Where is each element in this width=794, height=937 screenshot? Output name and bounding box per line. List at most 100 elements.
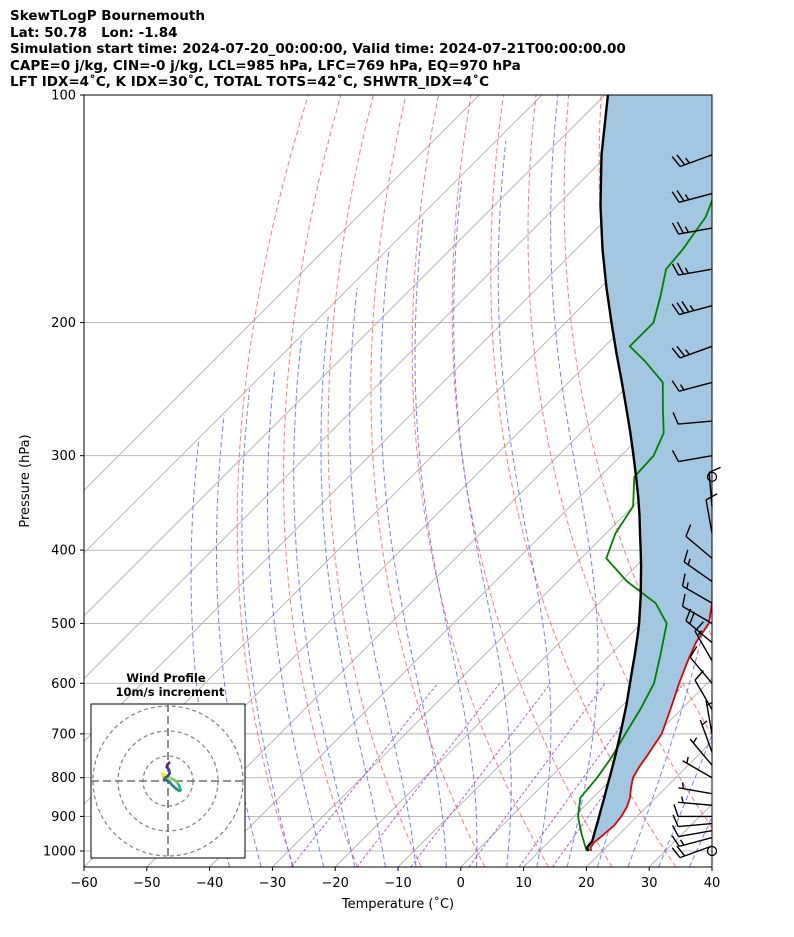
- isotherm-line: [334, 489, 712, 867]
- stability-indices-2: LFT IDX=4˚C, K IDX=30˚C, TOTAL TOTS=42˚C…: [10, 74, 490, 90]
- wind-barb: [671, 301, 713, 316]
- barb-feather-half: [681, 782, 685, 789]
- moist-adiabat: [380, 249, 447, 867]
- barb-shaft: [699, 719, 713, 753]
- wind-barb: [671, 825, 713, 838]
- barb-feather-full: [676, 262, 685, 275]
- barb-feather-full: [676, 302, 685, 314]
- barb-feather-full: [671, 380, 680, 392]
- y-tick-label: 200: [51, 316, 76, 331]
- moist-adiabat: [453, 181, 512, 867]
- dry-adiabat: [370, 95, 486, 867]
- barb-feather-full: [672, 412, 679, 425]
- wind-barb: [671, 221, 713, 235]
- barb-feather-full: [681, 301, 690, 313]
- parcel-profile-line: [585, 95, 643, 852]
- barb-feather-half: [701, 720, 708, 726]
- x-tick-label: −30: [259, 876, 286, 891]
- inset-title-line1: Wind Profile: [126, 671, 206, 685]
- temperature-line: [589, 597, 712, 852]
- wind-barb: [682, 756, 713, 779]
- wind-barb: [699, 719, 713, 753]
- wind-barb: [671, 262, 713, 276]
- barb-feather-full: [671, 825, 680, 837]
- barb-feather-full: [689, 646, 698, 658]
- wind-barb: [672, 814, 713, 828]
- barb-feather-full: [708, 466, 721, 474]
- barb-feather-full: [671, 222, 680, 235]
- barb-feather-half: [684, 226, 689, 233]
- profile-lines: [577, 95, 712, 852]
- barb-shaft: [678, 268, 713, 276]
- mixing-ratio-line: [356, 682, 501, 867]
- x-tick-label: −20: [321, 876, 348, 891]
- wind-barb: [671, 835, 713, 848]
- y-tick-label: 900: [51, 810, 76, 825]
- barb-shaft: [679, 845, 713, 859]
- isotherm-line: [146, 301, 712, 867]
- moist-adiabat: [550, 95, 599, 867]
- barb-feather-half: [684, 267, 689, 274]
- barb-feather-full: [671, 263, 680, 276]
- x-tick-label: 10: [515, 876, 532, 891]
- x-tick-label: 30: [641, 876, 658, 891]
- wind-barb: [678, 782, 713, 795]
- y-tick-label: 700: [51, 727, 76, 742]
- isotherm-line: [84, 95, 543, 554]
- barb-shaft: [682, 585, 713, 604]
- y-tick-label: 500: [51, 617, 76, 632]
- moist-adiabat: [241, 389, 293, 867]
- axes: −60 −50 −40 −30 −20 −10 0 10 20 30 40 100 200 300 400 5…: [43, 89, 720, 892]
- barb-shaft: [678, 455, 713, 463]
- chart-header: SkewTLogP Bournemouth Lat: 50.78 Lon: -1…: [10, 8, 626, 91]
- barb-feather-full: [671, 835, 680, 847]
- barb-shaft: [683, 561, 713, 583]
- barb-feather-half: [686, 756, 689, 764]
- barb-feather-full: [681, 573, 686, 587]
- location-coordinates: Lat: 50.78 Lon: -1.84: [10, 24, 178, 41]
- isotherm-line: [460, 615, 712, 867]
- barb-shaft: [694, 630, 713, 661]
- cape-shaded-region: [586, 95, 712, 851]
- barb-shaft: [685, 620, 713, 644]
- mixing-ratio-line: [410, 682, 551, 867]
- mixing-ratio-line: [518, 683, 653, 867]
- dry-adiabat: [411, 95, 550, 867]
- inset-title-line2: 10m/s increment: [116, 685, 225, 699]
- y-tick-label: 400: [51, 544, 76, 559]
- wind-barb: [671, 154, 713, 168]
- barb-feather-full: [681, 593, 686, 607]
- moist-adiabat: [293, 338, 356, 867]
- barb-shaft: [678, 787, 713, 795]
- wind-barb: [672, 412, 713, 425]
- barb-feather-full: [683, 549, 689, 563]
- barb-shaft: [678, 227, 713, 235]
- x-tick-label: 40: [704, 876, 721, 891]
- barb-shaft: [689, 656, 713, 684]
- barb-feather-half: [679, 384, 685, 391]
- dry-adiabat: [283, 95, 358, 867]
- wind-barb: [673, 804, 712, 818]
- barb-shaft: [682, 605, 713, 625]
- wind-profile-inset: Wind Profile 10m/s increment: [90, 671, 246, 859]
- dewpoint-line: [577, 198, 712, 852]
- simulation-times: Simulation start time: 2024-07-20_00:00:…: [10, 41, 626, 57]
- hodograph-segment: [166, 761, 171, 766]
- wind-barb: [671, 190, 713, 204]
- x-tick-label: 20: [578, 876, 595, 891]
- y-axis-label: Pressure (hPa): [18, 434, 33, 527]
- dry-adiabat: [451, 95, 613, 867]
- barb-shaft: [678, 829, 713, 838]
- dry-adiabat: [236, 95, 309, 867]
- dry-adiabat: [527, 95, 712, 829]
- isotherm-line: [84, 95, 668, 680]
- barb-feather-full: [676, 221, 685, 234]
- wind-barb: [671, 345, 713, 359]
- barb-feather-full: [671, 847, 681, 859]
- y-tick-label: 800: [51, 771, 76, 786]
- isotherm-line: [84, 95, 606, 617]
- moist-adiabat: [627, 95, 712, 867]
- barb-feather-half: [679, 839, 685, 846]
- barb-shaft: [705, 499, 713, 534]
